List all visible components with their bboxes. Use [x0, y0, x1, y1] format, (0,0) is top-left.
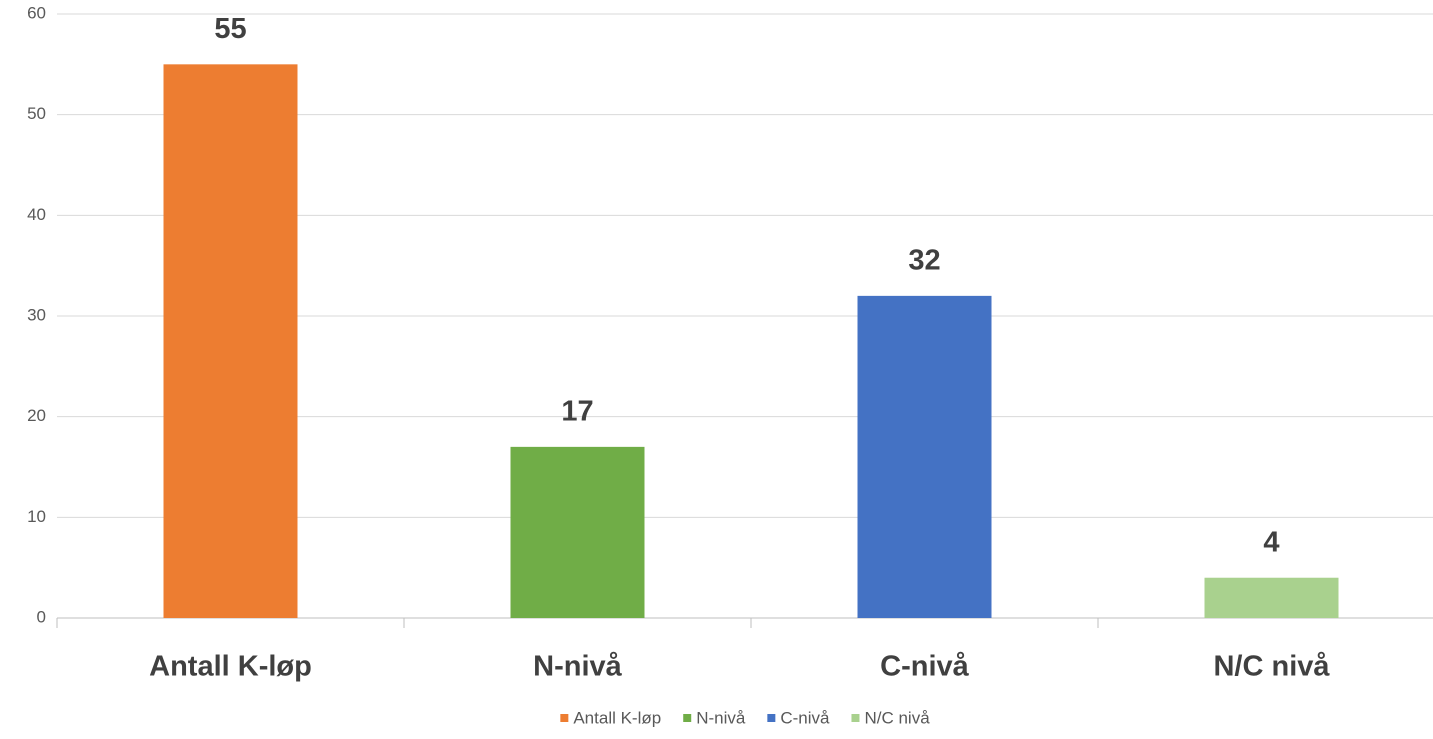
legend-swatch: [683, 714, 692, 722]
value-label: 32: [908, 245, 940, 277]
legend-label: N/C nivå: [864, 708, 930, 727]
value-label: 4: [1263, 526, 1279, 558]
y-tick-label: 60: [27, 3, 46, 22]
bar: [1204, 577, 1339, 618]
legend-label: N-nivå: [696, 708, 746, 727]
legend-label: C-nivå: [780, 708, 830, 727]
legend: Antall K-løp N-nivå C-nivå N/C nivå: [560, 708, 930, 727]
legend-swatch: [767, 714, 776, 722]
legend-label: Antall K-løp: [573, 708, 661, 727]
y-tick-label: 0: [37, 607, 46, 626]
bar: [857, 295, 992, 618]
legend-swatch: [560, 714, 569, 722]
x-tick-label: N/C nivå: [1213, 651, 1330, 683]
y-tick-label: 30: [27, 305, 46, 324]
value-label: 55: [214, 13, 246, 45]
x-tick-label: N-nivå: [533, 651, 623, 683]
x-tick-label: C-nivå: [880, 651, 970, 683]
bar: [163, 64, 298, 619]
y-tick-label: 10: [27, 507, 46, 526]
y-tick-label: 20: [27, 406, 46, 425]
value-label: 17: [561, 396, 593, 428]
legend-swatch: [851, 714, 860, 722]
y-tick-label: 50: [27, 104, 46, 123]
x-tick-label: Antall K-løp: [149, 651, 312, 683]
bar: [510, 446, 645, 618]
y-tick-label: 40: [27, 205, 46, 224]
